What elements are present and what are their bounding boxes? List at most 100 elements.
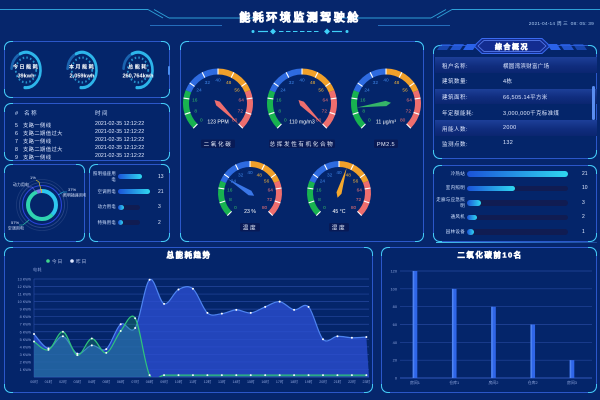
svg-text:24: 24	[231, 179, 237, 185]
svg-text:8 KWh: 8 KWh	[20, 315, 31, 319]
svg-text:0: 0	[200, 118, 203, 124]
svg-text:2,059kwh: 2,059kwh	[70, 74, 95, 80]
svg-text:今日能耗: 今日能耗	[13, 63, 39, 71]
svg-text:48: 48	[310, 80, 316, 86]
svg-text:40: 40	[247, 170, 253, 176]
svg-text:11 μg/m³: 11 μg/m³	[376, 120, 396, 126]
svg-text:04时: 04时	[88, 379, 96, 384]
svg-text:72: 72	[238, 108, 244, 114]
svg-text:总能耗: 总能耗	[128, 63, 148, 71]
svg-text:64: 64	[239, 97, 245, 103]
svg-text:13 KWh: 13 KWh	[17, 277, 31, 281]
svg-text:21时: 21时	[334, 379, 342, 384]
svg-text:100: 100	[391, 286, 398, 291]
svg-text:仓库1: 仓库1	[449, 380, 459, 385]
svg-text:16: 16	[316, 187, 322, 193]
svg-text:56: 56	[402, 87, 408, 93]
svg-text:120: 120	[391, 269, 398, 274]
svg-text:64: 64	[407, 97, 413, 103]
svg-text:64: 64	[323, 97, 329, 103]
svg-text:3 KWh: 3 KWh	[20, 353, 31, 357]
svg-text:8: 8	[318, 197, 321, 203]
svg-text:11时: 11时	[189, 379, 197, 384]
svg-text:48: 48	[226, 80, 232, 86]
svg-text:9 KWh: 9 KWh	[20, 308, 31, 312]
svg-text:40: 40	[215, 78, 221, 84]
svg-text:23时: 23时	[363, 379, 371, 384]
svg-text:80: 80	[393, 304, 398, 309]
svg-text:房间3: 房间3	[567, 380, 577, 385]
svg-text:8: 8	[194, 108, 197, 114]
svg-text:05时: 05时	[102, 379, 110, 384]
svg-text:17时: 17时	[276, 379, 284, 384]
svg-text:电耗: 电耗	[33, 266, 42, 272]
svg-text:房间2: 房间2	[489, 380, 499, 385]
svg-text:5 KWh: 5 KWh	[20, 338, 31, 342]
svg-text:湿度: 湿度	[332, 223, 346, 231]
svg-text:80: 80	[400, 118, 406, 124]
svg-text:16: 16	[192, 97, 198, 103]
svg-text:能耗环境监测驾驶舱: 能耗环境监测驾驶舱	[239, 10, 361, 24]
svg-text:0: 0	[395, 376, 398, 381]
svg-text:10 KWh: 10 KWh	[17, 300, 31, 304]
svg-text:16: 16	[227, 187, 233, 193]
svg-text:0: 0	[323, 205, 326, 211]
svg-text:0: 0	[234, 205, 237, 211]
svg-text:56: 56	[234, 87, 240, 93]
svg-text:56: 56	[353, 179, 359, 185]
svg-text:12时: 12时	[204, 379, 212, 384]
svg-text:24: 24	[320, 179, 326, 185]
svg-text:6 KWh: 6 KWh	[20, 330, 31, 334]
svg-text:01时: 01时	[45, 379, 53, 384]
svg-text:09时: 09时	[160, 379, 168, 384]
svg-text:48: 48	[394, 80, 400, 86]
svg-text:总能耗趋势: 总能耗趋势	[167, 250, 212, 260]
svg-text:二氧化碳: 二氧化碳	[204, 140, 233, 148]
svg-text:32: 32	[327, 172, 333, 178]
svg-text:温度: 温度	[243, 223, 257, 231]
svg-text:24: 24	[280, 87, 286, 93]
svg-text:今日: 今日	[52, 258, 63, 265]
svg-text:0: 0	[368, 118, 371, 124]
svg-text:64: 64	[268, 187, 274, 193]
svg-text:80: 80	[351, 205, 357, 211]
svg-text:20时: 20时	[319, 379, 327, 384]
svg-text:32: 32	[238, 172, 244, 178]
svg-text:123 PPM: 123 PPM	[207, 120, 228, 126]
svg-text:16时: 16时	[261, 379, 269, 384]
svg-text:40: 40	[383, 78, 389, 84]
svg-text:19时: 19时	[305, 379, 313, 384]
svg-text:40: 40	[393, 340, 398, 345]
svg-text:16: 16	[360, 97, 366, 103]
svg-text:56: 56	[264, 179, 270, 185]
svg-text:11 KWh: 11 KWh	[18, 293, 31, 297]
svg-text:08时: 08时	[146, 379, 154, 384]
svg-text:260,764kwh: 260,764kwh	[122, 74, 154, 80]
svg-text:0: 0	[284, 118, 287, 124]
svg-text:二氧化碳前10名: 二氧化碳前10名	[457, 250, 522, 260]
svg-text:07时: 07时	[131, 379, 139, 384]
svg-text:综合概况: 综合概况	[495, 42, 529, 51]
svg-text:00时: 00时	[30, 379, 38, 384]
svg-text:23 %: 23 %	[244, 209, 256, 215]
svg-text:13时: 13时	[218, 379, 226, 384]
svg-text:16: 16	[276, 97, 282, 103]
svg-text:动力用电: 动力用电	[13, 182, 29, 187]
svg-text:本月能耗: 本月能耗	[69, 63, 95, 71]
svg-text:110 mg/m3: 110 mg/m3	[289, 120, 315, 126]
svg-text:10时: 10时	[175, 379, 183, 384]
svg-text:8: 8	[229, 197, 232, 203]
svg-text:24: 24	[364, 87, 370, 93]
svg-text:64: 64	[357, 187, 363, 193]
svg-text:32: 32	[373, 80, 379, 86]
svg-text:56: 56	[318, 87, 324, 93]
svg-text:06时: 06时	[117, 379, 125, 384]
svg-text:02时: 02时	[59, 379, 67, 384]
svg-text:照明插座用电: 照明插座用电	[63, 193, 86, 198]
svg-text:22时: 22时	[348, 379, 356, 384]
svg-text:24: 24	[196, 87, 202, 93]
svg-text:72: 72	[267, 197, 273, 203]
svg-text:48: 48	[257, 172, 263, 178]
svg-text:32: 32	[205, 80, 211, 86]
svg-text:总挥发性有机化合物: 总挥发性有机化合物	[270, 140, 335, 148]
